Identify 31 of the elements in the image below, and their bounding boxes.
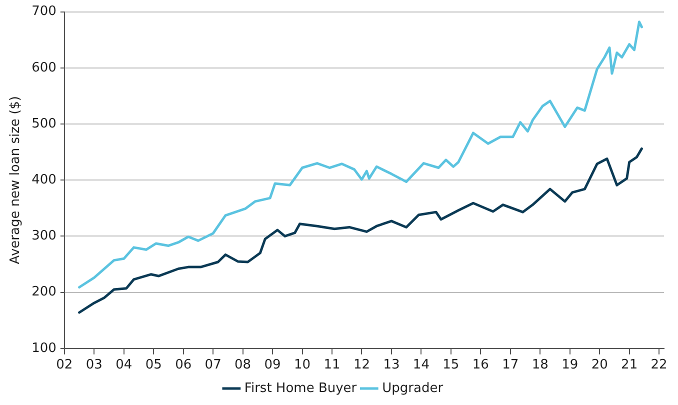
x-tick-label: 06 — [175, 358, 192, 373]
y-tick-label: 500 — [32, 116, 56, 132]
x-tick-label: 13 — [383, 358, 400, 373]
x-tick-label: 16 — [472, 358, 489, 373]
y-tick-label: 100 — [32, 340, 56, 356]
x-tick-label: 07 — [204, 358, 222, 373]
x-tick-label: 14 — [412, 358, 430, 373]
y-tick-label: 400 — [32, 172, 56, 188]
y-tick-label: 300 — [32, 228, 56, 244]
x-tick-label: 18 — [532, 358, 548, 373]
x-tick-label: 21 — [621, 358, 638, 373]
x-tick-label: 02 — [56, 358, 73, 373]
x-tick-label: 22 — [650, 358, 668, 373]
x-tick-label: 10 — [294, 358, 311, 373]
y-tick-label: 700 — [32, 4, 56, 20]
y-tick-label: 600 — [32, 60, 56, 76]
x-tick-label: 04 — [116, 358, 132, 373]
x-tick-label: 05 — [145, 358, 162, 373]
y-axis-title: Average new loan size ($) — [8, 96, 24, 264]
x-tick-label: 15 — [442, 358, 460, 373]
x-tick-label: 19 — [562, 358, 578, 373]
y-tick-label: 200 — [32, 284, 56, 300]
x-tick-label: 12 — [353, 358, 370, 373]
x-tick-label: 11 — [324, 358, 340, 373]
legend-label: First Home Buyer — [244, 380, 358, 396]
x-tick-label: 03 — [86, 358, 102, 373]
legend-label: Upgrader — [382, 380, 444, 396]
x-tick-label: 20 — [591, 358, 608, 373]
x-tick-label: 08 — [234, 358, 252, 373]
x-tick-label: 17 — [502, 358, 519, 373]
x-tick-label: 09 — [264, 358, 281, 373]
